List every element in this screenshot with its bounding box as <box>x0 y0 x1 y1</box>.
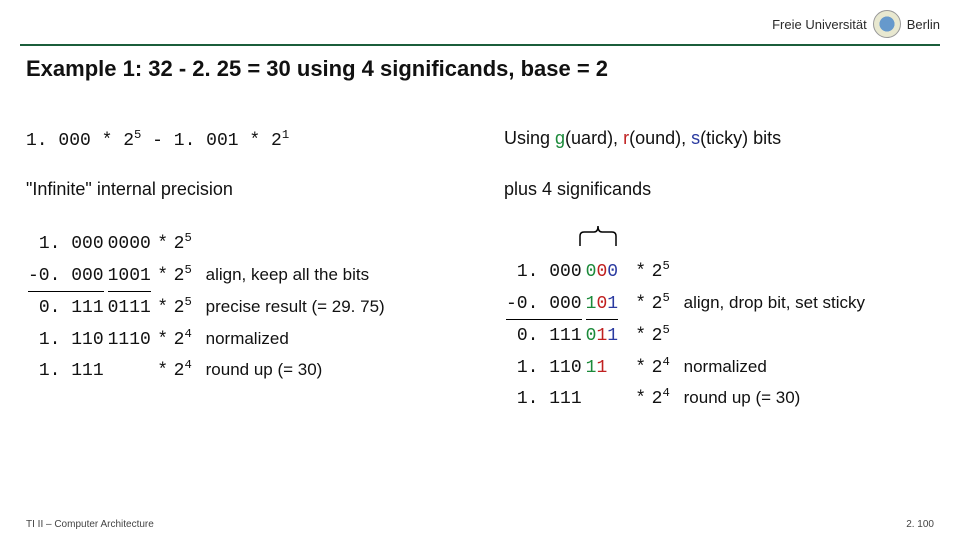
university-name-prefix: Freie Universität <box>772 17 867 32</box>
calc-ann: precise result (= 29. 75) <box>200 292 387 324</box>
content-area: 1. 000 * 25 - 1. 001 * 21 Using g(uard),… <box>26 128 934 443</box>
calc-exp: 25 <box>172 260 200 293</box>
calc-ann <box>678 256 867 288</box>
calc-sig: 1. 000 <box>26 228 106 260</box>
calc-exp: 25 <box>172 228 200 260</box>
calc-exp: 24 <box>650 383 678 415</box>
calc-row: -0. 0001001*25align, keep all the bits <box>26 260 387 293</box>
calc-row: 1. 000000*25 <box>504 256 867 288</box>
calc-ext: 1001 <box>106 260 154 293</box>
right-calc-table: 1. 000000*25-0. 000101*25align, drop bit… <box>504 256 867 415</box>
grs-g-word: (uard), <box>565 128 623 148</box>
footer-left: TI II – Computer Architecture <box>26 519 154 530</box>
footer-right: 2. 100 <box>906 519 934 530</box>
calc-ext <box>106 355 154 387</box>
calc-exp: 24 <box>650 352 678 384</box>
calc-sig: 1. 111 <box>26 355 106 387</box>
calc-row: 1. 11011*24normalized <box>504 352 867 384</box>
calc-ann <box>678 320 867 352</box>
calc-op: * <box>154 355 172 387</box>
calc-ext: 1110 <box>106 324 154 356</box>
university-seal-icon <box>873 10 901 38</box>
calc-sig: -0. 000 <box>26 260 106 293</box>
calc-exp: 25 <box>172 292 200 324</box>
calc-op: * <box>154 292 172 324</box>
calc-exp: 25 <box>650 320 678 352</box>
calc-ann: align, drop bit, set sticky <box>678 288 867 321</box>
calc-op: * <box>154 228 172 260</box>
calc-ext: 0000 <box>106 228 154 260</box>
calc-sig: -0. 000 <box>504 288 584 321</box>
calc-op: * <box>632 288 650 321</box>
calc-sig: 0. 111 <box>26 292 106 324</box>
calc-grs: 000 <box>584 256 632 288</box>
calc-ext: 0111 <box>106 292 154 324</box>
calc-row: 0. 111011*25 <box>504 320 867 352</box>
calc-grs: 11 <box>584 352 632 384</box>
calc-sig: 1. 000 <box>504 256 584 288</box>
calc-grs: 101 <box>584 288 632 321</box>
calc-grs: 011 <box>584 320 632 352</box>
formula-left-exp: 5 <box>134 128 141 142</box>
calc-ann: round up (= 30) <box>678 383 867 415</box>
formula-expression: 1. 000 * 25 - 1. 001 * 21 <box>26 131 289 151</box>
grs-description: Using g(uard), r(ound), s(ticky) bits <box>504 128 781 148</box>
calc-exp: 25 <box>650 288 678 321</box>
calc-sig: 1. 110 <box>504 352 584 384</box>
grs-g-letter: g <box>555 128 565 148</box>
calc-sig: 1. 110 <box>26 324 106 356</box>
calc-row: 0. 1110111*25precise result (= 29. 75) <box>26 292 387 324</box>
right-heading: plus 4 significands <box>504 179 651 199</box>
calc-row: 1. 0000000*25 <box>26 228 387 260</box>
calc-exp: 24 <box>172 355 200 387</box>
calc-row: 1. 111 *24round up (= 30) <box>26 355 387 387</box>
calc-ann: align, keep all the bits <box>200 260 387 293</box>
formula-right-sig: 1. 001 <box>174 131 239 151</box>
calc-op: * <box>154 260 172 293</box>
formula-right-exp: 1 <box>282 128 289 142</box>
formula-left-sig: 1. 000 <box>26 131 91 151</box>
grs-r-word: (ound), <box>629 128 691 148</box>
slide-title: Example 1: 32 - 2. 25 = 30 using 4 signi… <box>26 56 608 82</box>
calc-ann: round up (= 30) <box>200 355 387 387</box>
left-heading: "Infinite" internal precision <box>26 179 233 199</box>
calc-op: * <box>632 256 650 288</box>
calc-op: * <box>632 320 650 352</box>
calc-exp: 24 <box>172 324 200 356</box>
grs-s-word: (ticky) bits <box>700 128 781 148</box>
calc-op: * <box>632 383 650 415</box>
calc-row: 1. 1101110*24normalized <box>26 324 387 356</box>
calc-op: * <box>632 352 650 384</box>
bracket-icon <box>578 222 618 248</box>
calc-ann: normalized <box>678 352 867 384</box>
grs-prefix: Using <box>504 128 555 148</box>
calc-grs <box>584 383 632 415</box>
calc-sig: 1. 111 <box>504 383 584 415</box>
calc-ann: normalized <box>200 324 387 356</box>
university-name-suffix: Berlin <box>907 17 940 32</box>
grs-s-letter: s <box>691 128 700 148</box>
left-calc-table: 1. 0000000*25-0. 0001001*25align, keep a… <box>26 228 387 387</box>
calc-exp: 25 <box>650 256 678 288</box>
header-bar: Freie Universität Berlin <box>772 10 940 38</box>
calc-row: 1. 111 *24round up (= 30) <box>504 383 867 415</box>
calc-ann <box>200 228 387 260</box>
calc-op: * <box>154 324 172 356</box>
calc-row: -0. 000101*25align, drop bit, set sticky <box>504 288 867 321</box>
header-divider <box>20 44 940 46</box>
calc-sig: 0. 111 <box>504 320 584 352</box>
